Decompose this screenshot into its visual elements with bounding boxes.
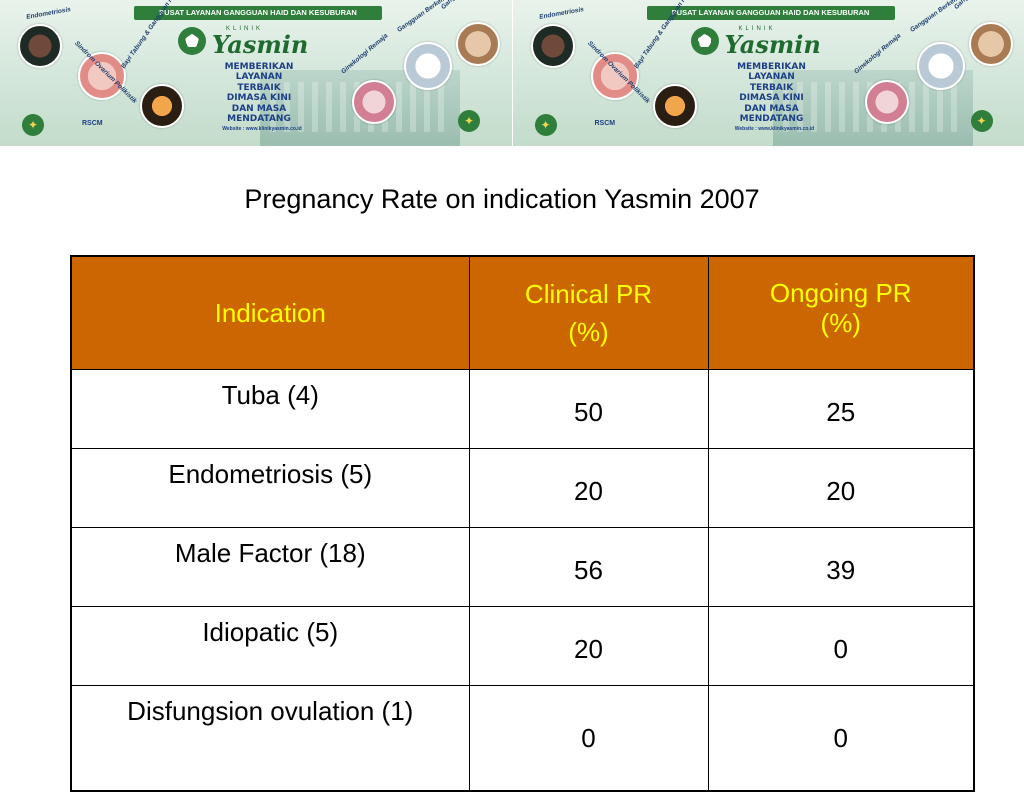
table-row: Male Factor (18) 56 39 bbox=[71, 528, 974, 607]
flower-icon: ✿ bbox=[691, 27, 719, 55]
clinic-logo: ✿ KLINIK Yasmin bbox=[691, 24, 851, 58]
column-header-clinical-pr: Clinical PR (%) bbox=[469, 256, 708, 370]
ongoing-pr-cell: 0 bbox=[708, 686, 974, 792]
clinical-pr-cell: 20 bbox=[469, 607, 708, 686]
page-title: Pregnancy Rate on indication Yasmin 2007 bbox=[0, 184, 1004, 215]
clinical-pr-cell: 0 bbox=[469, 686, 708, 792]
service-photo-pcos bbox=[591, 52, 639, 100]
banner-website: Website : www.klinikyasmin.co.id bbox=[212, 126, 312, 132]
banner-panel-left: PUSAT LAYANAN GANGGUAN HAID DAN KESUBURA… bbox=[0, 0, 512, 146]
clinic-emblem-icon: ✦ bbox=[971, 110, 993, 132]
rscm-logo: RSCM bbox=[595, 120, 616, 127]
column-header-ongoing-pr: Ongoing PR (%) bbox=[708, 256, 974, 370]
service-photo-adolescent bbox=[865, 80, 909, 124]
service-photo-endometriosis bbox=[531, 24, 575, 68]
service-label: Gangguan Haid & Menopause bbox=[953, 0, 1023, 11]
ongoing-pr-cell: 0 bbox=[708, 607, 974, 686]
ongoing-pr-cell: 39 bbox=[708, 528, 974, 607]
service-photo-menopause bbox=[969, 22, 1013, 66]
banner-slogan: MEMBERIKAN LAYANAN TERBAIK DIMASA KINI D… bbox=[727, 62, 817, 124]
clinical-pr-cell: 50 bbox=[469, 370, 708, 449]
banner-top-bar: PUSAT LAYANAN GANGGUAN HAID DAN KESUBURA… bbox=[134, 6, 382, 20]
clinic-logo: ✿ KLINIK Yasmin bbox=[178, 24, 338, 58]
service-photo-ivf bbox=[140, 84, 184, 128]
indication-cell: Idiopatic (5) bbox=[71, 607, 469, 686]
service-label: Endometriosis bbox=[26, 6, 72, 21]
rscm-logo: RSCM bbox=[82, 120, 103, 127]
university-emblem-icon: ✦ bbox=[535, 114, 557, 136]
indication-cell: Disfungsion ovulation (1) bbox=[71, 686, 469, 792]
service-label: Ginekologi Remaja bbox=[853, 32, 902, 75]
column-header-indication: Indication bbox=[71, 256, 469, 370]
indication-cell: Endometriosis (5) bbox=[71, 449, 469, 528]
logo-name: Yasmin bbox=[725, 33, 821, 57]
table-header-row: Indication Clinical PR (%) Ongoing PR (%… bbox=[71, 256, 974, 370]
banner-slogan: MEMBERIKAN LAYANAN TERBAIK DIMASA KINI D… bbox=[214, 62, 304, 124]
flower-icon: ✿ bbox=[178, 27, 206, 55]
clinic-emblem-icon: ✦ bbox=[458, 110, 480, 132]
service-photo-endometriosis bbox=[18, 24, 62, 68]
header-banner: PUSAT LAYANAN GANGGUAN HAID DAN KESUBURA… bbox=[0, 0, 1024, 146]
service-photo-pcos bbox=[78, 52, 126, 100]
ongoing-pr-cell: 20 bbox=[708, 449, 974, 528]
university-emblem-icon: ✦ bbox=[22, 114, 44, 136]
table-row: Idiopatic (5) 20 0 bbox=[71, 607, 974, 686]
table-row: Tuba (4) 50 25 bbox=[71, 370, 974, 449]
service-label: Gangguan Haid & Menopause bbox=[440, 0, 510, 11]
logo-name: Yasmin bbox=[212, 33, 308, 57]
service-label: Ginekologi Remaja bbox=[340, 32, 389, 75]
service-photo-ivf bbox=[653, 84, 697, 128]
clinical-pr-cell: 20 bbox=[469, 449, 708, 528]
banner-panel-right: PUSAT LAYANAN GANGGUAN HAID DAN KESUBURA… bbox=[512, 0, 1024, 146]
service-photo-urinary bbox=[917, 42, 965, 90]
pregnancy-rate-table: Indication Clinical PR (%) Ongoing PR (%… bbox=[70, 255, 975, 792]
indication-cell: Male Factor (18) bbox=[71, 528, 469, 607]
indication-cell: Tuba (4) bbox=[71, 370, 469, 449]
clinical-pr-cell: 56 bbox=[469, 528, 708, 607]
service-photo-menopause bbox=[456, 22, 500, 66]
service-photo-urinary bbox=[404, 42, 452, 90]
table-row: Endometriosis (5) 20 20 bbox=[71, 449, 974, 528]
service-label: Endometriosis bbox=[538, 6, 584, 21]
banner-top-bar: PUSAT LAYANAN GANGGUAN HAID DAN KESUBURA… bbox=[647, 6, 895, 20]
table-row: Disfungsion ovulation (1) 0 0 bbox=[71, 686, 974, 792]
banner-website: Website : www.klinikyasmin.co.id bbox=[725, 126, 825, 132]
service-photo-adolescent bbox=[352, 80, 396, 124]
ongoing-pr-cell: 25 bbox=[708, 370, 974, 449]
